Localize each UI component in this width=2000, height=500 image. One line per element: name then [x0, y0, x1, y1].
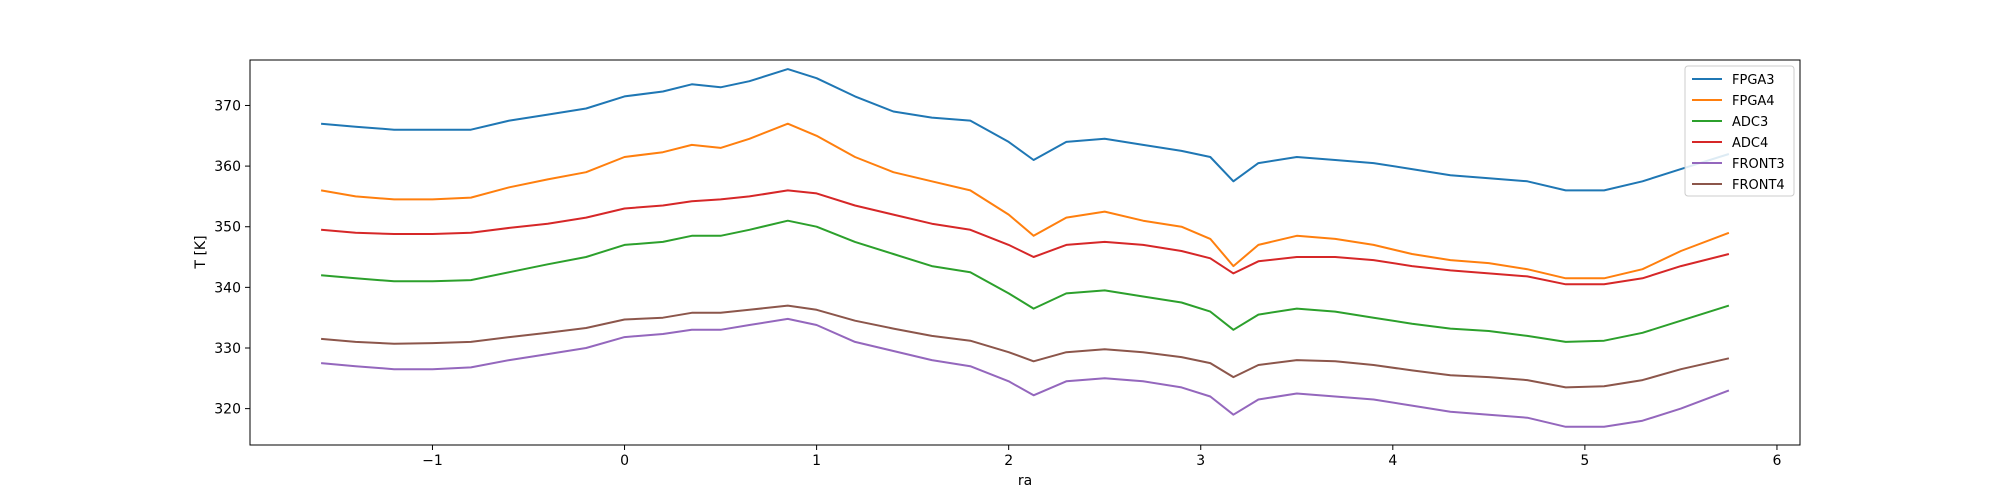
y-axis-label: T [K] — [193, 235, 209, 269]
x-tick-label: 6 — [1772, 453, 1781, 469]
x-tick-label: 2 — [1004, 453, 1013, 469]
x-tick-label: 0 — [620, 453, 629, 469]
y-tick-label: 350 — [214, 220, 241, 236]
x-tick-label: −1 — [422, 453, 443, 469]
x-tick-label: 5 — [1580, 453, 1589, 469]
series-line-fpga4 — [320, 122, 1730, 280]
x-tick-label: 1 — [812, 453, 821, 469]
y-tick-label: 320 — [214, 402, 241, 418]
legend: FPGA3 FPGA4 ADC3 ADC4 FRONT3 FRONT4 — [1684, 65, 1795, 197]
legend-label-front4: FRONT4 — [1732, 178, 1785, 193]
legend-label-front3: FRONT3 — [1732, 157, 1785, 172]
series-line-fpga3 — [321, 68, 1730, 192]
y-tick-label: 360 — [214, 159, 241, 175]
series-line-front4 — [321, 304, 1730, 389]
y-tick-label: 340 — [214, 280, 241, 296]
y-tick-label: 330 — [214, 341, 241, 357]
legend-label-fpga3: FPGA3 — [1732, 73, 1775, 88]
series-line-adc4 — [321, 189, 1730, 286]
x-axis-label: ra — [1018, 473, 1032, 489]
x-tick-label: 3 — [1196, 453, 1205, 469]
series-line-front3 — [321, 317, 1730, 428]
y-axis: 320 330 340 350 360 370 — [214, 98, 250, 418]
x-tick-label: 4 — [1388, 453, 1397, 469]
legend-label-adc4: ADC4 — [1732, 136, 1768, 151]
legend-label-adc3: ADC3 — [1732, 115, 1768, 130]
series-layer — [320, 68, 1730, 428]
y-tick-label: 370 — [214, 98, 241, 114]
legend-label-fpga4: FPGA4 — [1732, 94, 1775, 109]
series-line-adc3 — [321, 219, 1730, 343]
x-axis: −1 0 1 2 3 4 5 6 — [422, 445, 1781, 469]
